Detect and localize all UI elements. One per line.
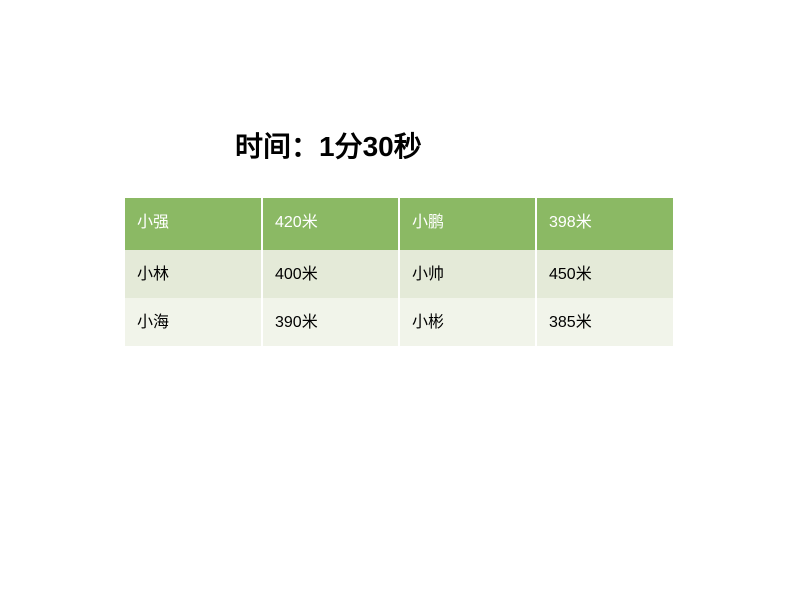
table-cell: 390米 [262, 298, 399, 346]
table-cell: 450米 [536, 250, 673, 298]
table-cell: 420米 [262, 198, 399, 250]
table-cell: 398米 [536, 198, 673, 250]
table-header-row: 小强 420米 小鹏 398米 [125, 198, 673, 250]
table-cell: 小强 [125, 198, 262, 250]
table-cell: 400米 [262, 250, 399, 298]
data-table-container: 小强 420米 小鹏 398米 小林 400米 小帅 450米 小海 390米 … [125, 198, 673, 346]
table-cell: 小鹏 [399, 198, 536, 250]
table-cell: 小林 [125, 250, 262, 298]
table-cell: 小帅 [399, 250, 536, 298]
table-cell: 385米 [536, 298, 673, 346]
table-cell: 小彬 [399, 298, 536, 346]
table-row: 小海 390米 小彬 385米 [125, 298, 673, 346]
data-table: 小强 420米 小鹏 398米 小林 400米 小帅 450米 小海 390米 … [125, 198, 673, 346]
table-row: 小林 400米 小帅 450米 [125, 250, 673, 298]
page-title: 时间：1分30秒 [235, 125, 422, 165]
table-cell: 小海 [125, 298, 262, 346]
